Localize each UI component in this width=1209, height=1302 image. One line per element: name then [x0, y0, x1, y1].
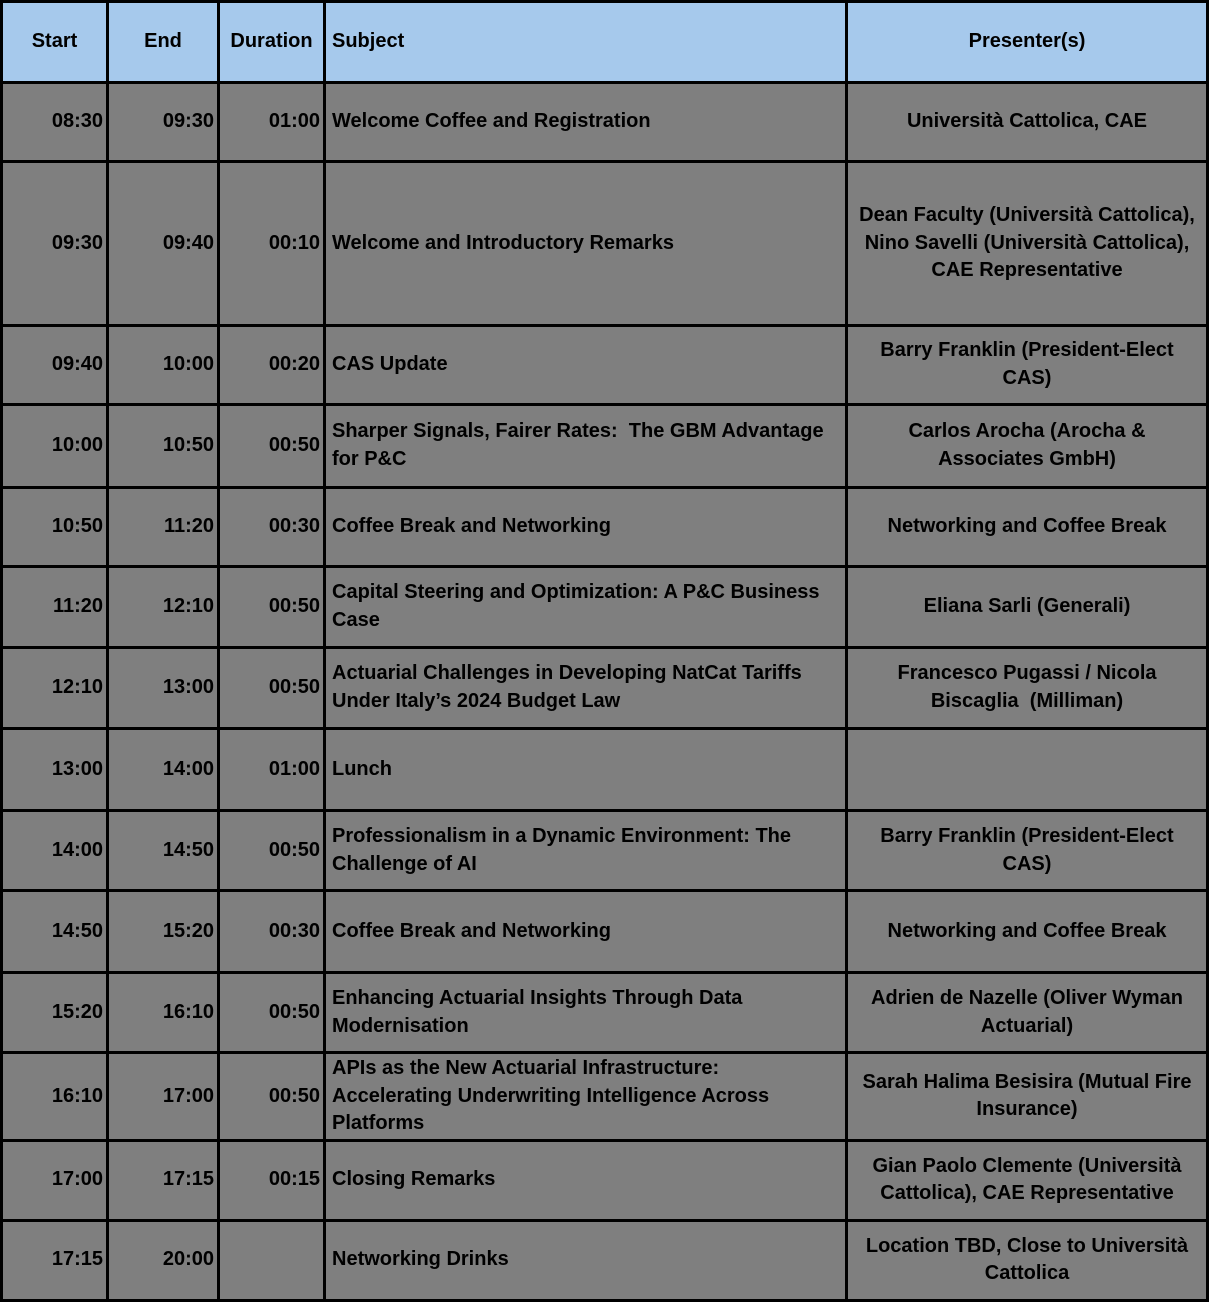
end-cell: 17:00: [109, 1054, 217, 1139]
end-cell: 14:00: [109, 730, 217, 809]
end-cell: 14:50: [109, 812, 217, 889]
start-cell: 08:30: [3, 84, 106, 160]
schedule-body: 08:30 09:30 01:00 Welcome Coffee and Regist…: [3, 84, 1206, 1299]
start-cell: 09:40: [3, 327, 106, 403]
table-row: 14:00 14:50 00:50 Professionalism in a Dyna…: [3, 812, 1206, 889]
presenter-cell: Adrien de Nazelle (Oliver Wyman Actuaria…: [848, 974, 1206, 1051]
table-row: 12:10 13:00 00:50 Actuarial Challenges in D…: [3, 649, 1206, 727]
header-duration: Duration: [220, 3, 323, 81]
table-row: 09:40 10:00 00:20 CAS Update Barry Franklin …: [3, 327, 1206, 403]
start-cell: 14:00: [3, 812, 106, 889]
start-cell: 13:00: [3, 730, 106, 809]
header-row: Start End Duration Subject Presenter(s): [3, 3, 1206, 81]
subject-cell: Networking Drinks: [326, 1221, 845, 1299]
presenter-cell: Sarah Halima Besisira (Mutual Fire Insur…: [848, 1054, 1206, 1139]
subject-cell: Capital Steering and Optimization: A P&C…: [326, 568, 845, 646]
presenter-cell: Carlos Arocha (Arocha & Associates GmbH): [848, 406, 1206, 486]
start-cell: 15:20: [3, 974, 106, 1051]
start-cell: 16:10: [3, 1054, 106, 1139]
duration-cell: 00:10: [220, 163, 323, 324]
start-cell: 17:15: [3, 1221, 106, 1299]
subject-cell: Enhancing Actuarial Insights Through Dat…: [326, 974, 845, 1051]
table-row: 10:00 10:50 00:50 Sharper Signals, Fairer R…: [3, 406, 1206, 486]
table-row: 17:00 17:15 00:15 Closing Remarks Gian Paolo…: [3, 1141, 1206, 1219]
subject-cell: Sharper Signals, Fairer Rates: The GBM A…: [326, 406, 845, 486]
subject-cell: Actuarial Challenges in Developing NatCa…: [326, 649, 845, 727]
duration-cell: 00:50: [220, 974, 323, 1051]
end-cell: 09:30: [109, 84, 217, 160]
table-row: 10:50 11:20 00:30 Coffee Break and Networki…: [3, 489, 1206, 565]
end-cell: 10:00: [109, 327, 217, 403]
presenter-cell: Università Cattolica, CAE: [848, 84, 1206, 160]
duration-cell: 01:00: [220, 84, 323, 160]
start-cell: 10:00: [3, 406, 106, 486]
duration-cell: 00:20: [220, 327, 323, 403]
table-row: 11:20 12:10 00:50 Capital Steering and Opti…: [3, 568, 1206, 646]
start-cell: 17:00: [3, 1141, 106, 1219]
end-cell: 16:10: [109, 974, 217, 1051]
table-row: 08:30 09:30 01:00 Welcome Coffee and Regist…: [3, 84, 1206, 160]
end-cell: 10:50: [109, 406, 217, 486]
subject-cell: Coffee Break and Networking: [326, 892, 845, 971]
presenter-cell: Networking and Coffee Break: [848, 489, 1206, 565]
duration-cell: 00:15: [220, 1141, 323, 1219]
table-row: 13:00 14:00 01:00 Lunch: [3, 730, 1206, 809]
duration-cell: 00:50: [220, 1054, 323, 1139]
table-row: 17:15 20:00 Networking Drinks Location TBD,…: [3, 1221, 1206, 1299]
table-row: 14:50 15:20 00:30 Coffee Break and Networki…: [3, 892, 1206, 971]
table-row: 09:30 09:40 00:10 Welcome and Introductory …: [3, 163, 1206, 324]
table-row: 15:20 16:10 00:50 Enhancing Actuarial Insig…: [3, 974, 1206, 1051]
presenter-cell: Networking and Coffee Break: [848, 892, 1206, 971]
end-cell: 11:20: [109, 489, 217, 565]
end-cell: 15:20: [109, 892, 217, 971]
subject-cell: Welcome Coffee and Registration: [326, 84, 845, 160]
subject-cell: Lunch: [326, 730, 845, 809]
subject-cell: CAS Update: [326, 327, 845, 403]
start-cell: 09:30: [3, 163, 106, 324]
header-end: End: [109, 3, 217, 81]
end-cell: 12:10: [109, 568, 217, 646]
presenter-cell: Francesco Pugassi / Nicola Biscaglia (Mi…: [848, 649, 1206, 727]
end-cell: 20:00: [109, 1221, 217, 1299]
subject-cell: Closing Remarks: [326, 1141, 845, 1219]
duration-cell: 00:50: [220, 649, 323, 727]
duration-cell: 00:30: [220, 489, 323, 565]
start-cell: 10:50: [3, 489, 106, 565]
presenter-cell: Barry Franklin (President-Elect CAS): [848, 812, 1206, 889]
header-subject: Subject: [326, 3, 845, 81]
end-cell: 17:15: [109, 1141, 217, 1219]
duration-cell: [220, 1221, 323, 1299]
end-cell: 13:00: [109, 649, 217, 727]
duration-cell: 01:00: [220, 730, 323, 809]
end-cell: 09:40: [109, 163, 217, 324]
subject-cell: Welcome and Introductory Remarks: [326, 163, 845, 324]
table-row: 16:10 17:00 00:50 APIs as the New Actuarial…: [3, 1054, 1206, 1139]
start-cell: 11:20: [3, 568, 106, 646]
duration-cell: 00:50: [220, 406, 323, 486]
header-presenters: Presenter(s): [848, 3, 1206, 81]
subject-cell: Professionalism in a Dynamic Environment…: [326, 812, 845, 889]
start-cell: 14:50: [3, 892, 106, 971]
presenter-cell: Barry Franklin (President-Elect CAS): [848, 327, 1206, 403]
duration-cell: 00:50: [220, 568, 323, 646]
subject-cell: Coffee Break and Networking: [326, 489, 845, 565]
start-cell: 12:10: [3, 649, 106, 727]
presenter-cell: [848, 730, 1206, 809]
subject-cell: APIs as the New Actuarial Infrastructure…: [326, 1054, 845, 1139]
presenter-cell: Gian Paolo Clemente (Università Cattolic…: [848, 1141, 1206, 1219]
duration-cell: 00:50: [220, 812, 323, 889]
presenter-cell: Dean Faculty (Università Cattolica), Nin…: [848, 163, 1206, 324]
header-start: Start: [3, 3, 106, 81]
duration-cell: 00:30: [220, 892, 323, 971]
presenter-cell: Eliana Sarli (Generali): [848, 568, 1206, 646]
presenter-cell: Location TBD, Close to Università Cattol…: [848, 1221, 1206, 1299]
